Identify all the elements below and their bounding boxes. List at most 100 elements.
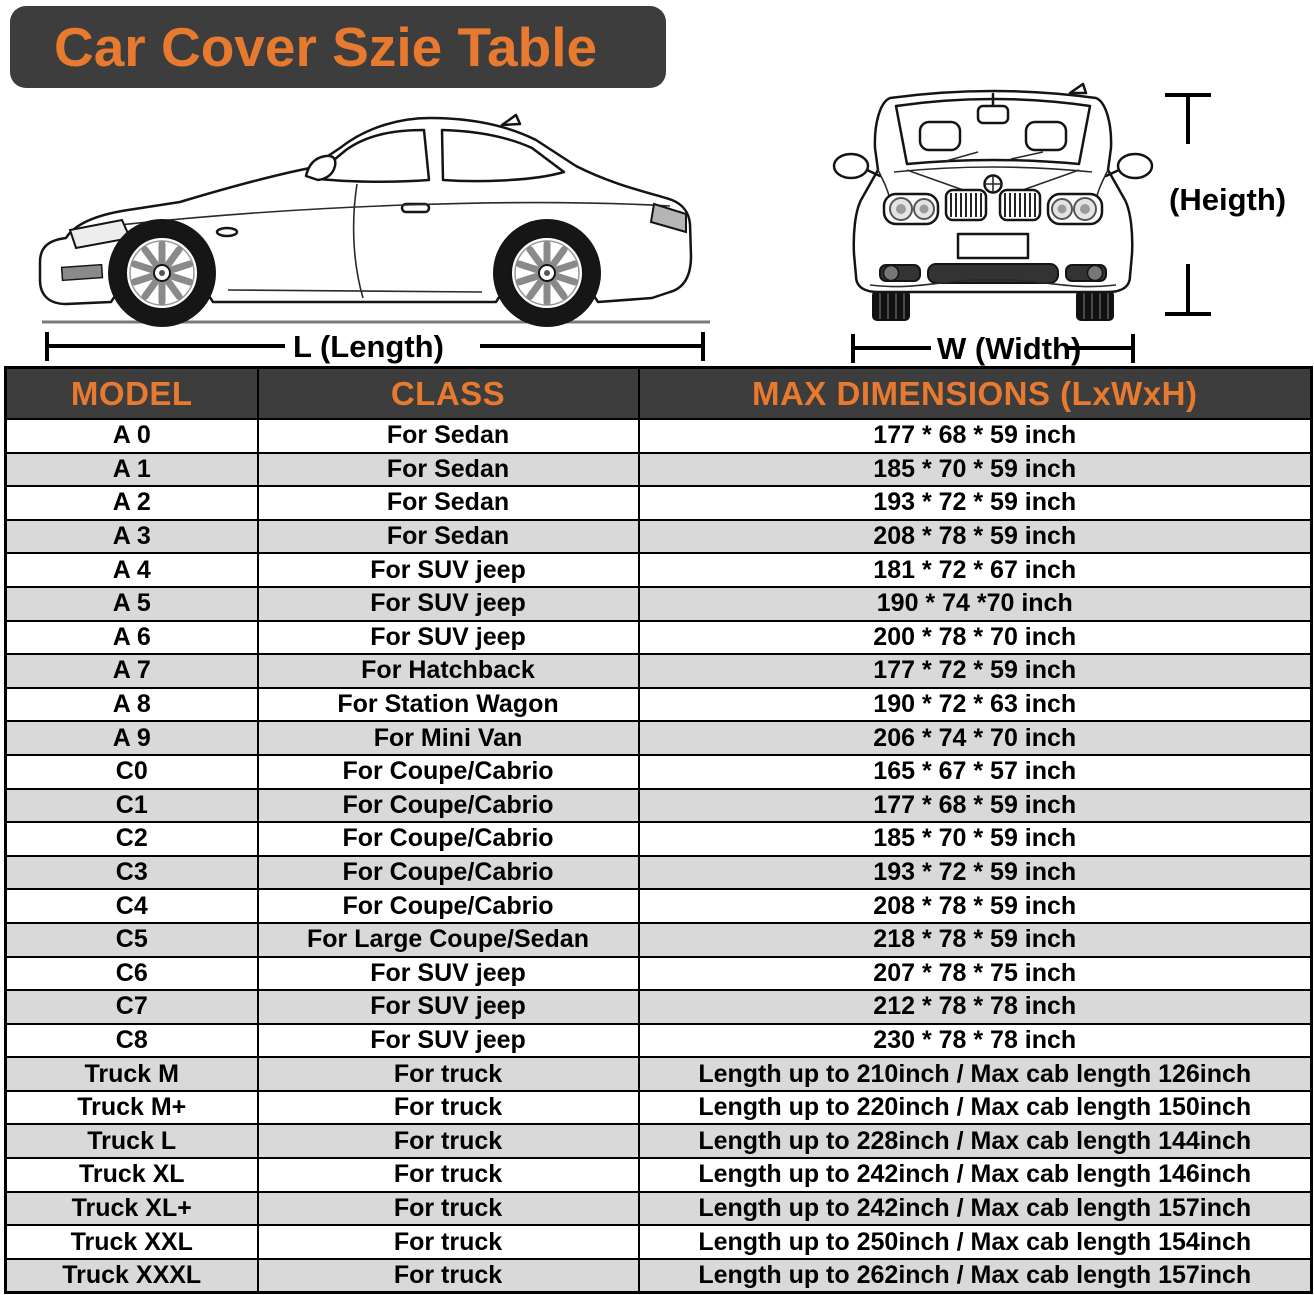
cell-model: Truck L [4,1123,259,1160]
cell-class: For truck [256,1089,640,1126]
table-row: C5 For Large Coupe/Sedan 218 * 78 * 59 inc… [4,921,1313,958]
cell-class: For Sedan [256,518,640,555]
table-row: C7 For SUV jeep 212 * 78 * 78 inch [4,989,1313,1025]
header-model: MODEL [4,366,259,420]
cell-dims: Length up to 220inch / Max cab length 15… [637,1089,1313,1126]
cell-model: A 7 [4,653,259,689]
table-row: C8 For SUV jeep 230 * 78 * 78 inch [4,1022,1313,1059]
cell-model: A 8 [4,686,259,723]
cell-class: For SUV jeep [256,619,640,656]
cell-class: For Coupe/Cabrio [256,888,640,924]
cell-class: For SUV jeep [256,955,640,992]
cell-model: A 6 [4,619,259,656]
cell-dims: 207 * 78 * 75 inch [637,955,1313,992]
car-body-front [832,82,1154,321]
table-row: Truck XXXL For truck Length up to 262inch … [4,1257,1313,1294]
height-label: (Heigth) [1169,182,1286,217]
table-row: A 4 For SUV jeep 181 * 72 * 67 inch [4,552,1313,588]
cell-dims: 208 * 78 * 59 inch [637,888,1313,924]
bumper-intake [927,263,1059,284]
table-row: A 2 For Sedan 193 * 72 * 59 inch [4,485,1313,521]
cell-dims: 190 * 72 * 63 inch [637,686,1313,723]
table-row: C6 For SUV jeep 207 * 78 * 75 inch [4,955,1313,992]
cell-model: Truck M [4,1056,259,1092]
cell-class: For Coupe/Cabrio [256,854,640,891]
cell-model: C5 [4,921,259,958]
table-row: C3 For Coupe/Cabrio 193 * 72 * 59 inch [4,854,1313,891]
cell-class: For truck [256,1056,640,1092]
cell-class: For SUV jeep [256,1022,640,1059]
cell-dims: 185 * 70 * 59 inch [637,451,1313,488]
width-label: W (Width) [937,332,1081,366]
cell-class: For Sedan [256,451,640,488]
cell-model: A 2 [4,485,259,521]
cell-dims: 185 * 70 * 59 inch [637,821,1313,857]
headlights [882,192,1104,226]
cell-dims: 177 * 68 * 59 inch [637,418,1313,454]
cell-dims: 206 * 74 * 70 inch [637,720,1313,756]
front-wheel [108,219,216,327]
cell-dims: 218 * 78 * 59 inch [637,921,1313,958]
table-row: A 0 For Sedan 177 * 68 * 59 inch [4,418,1313,454]
table-row: A 5 For SUV jeep 190 * 74 *70 inch [4,585,1313,622]
table-row: Truck L For truck Length up to 228inch / M… [4,1123,1313,1160]
header-class: CLASS [256,366,640,420]
cell-model: Truck XL [4,1157,259,1193]
license-plate [956,232,1030,260]
width-dimension: W (Width) [851,332,1135,366]
cell-class: For SUV jeep [256,585,640,622]
cell-model: A 0 [4,418,259,454]
table-row: A 9 For Mini Van 206 * 74 * 70 inch [4,720,1313,756]
cell-class: For SUV jeep [256,989,640,1025]
right-mirror [1116,152,1154,180]
taillight [649,202,687,234]
table-row: C2 For Coupe/Cabrio 185 * 70 * 59 inch [4,821,1313,857]
cell-class: For Station Wagon [256,686,640,723]
table-row: C1 For Coupe/Cabrio 177 * 68 * 59 inch [4,787,1313,824]
cell-dims: Length up to 210inch / Max cab length 12… [637,1056,1313,1092]
table-row: A 7 For Hatchback 177 * 72 * 59 inch [4,653,1313,689]
left-mirror [832,152,870,180]
cell-class: For Coupe/Cabrio [256,821,640,857]
fog-light-left [882,264,900,282]
table-row: Truck XL+ For truck Length up to 242inch /… [4,1190,1313,1227]
cell-dims: Length up to 228inch / Max cab length 14… [637,1123,1313,1160]
header-max-dimensions: MAX DIMENSIONS (LxWxH) [637,366,1313,420]
front-view-car-illustration [832,82,1154,321]
cell-dims: 212 * 78 * 78 inch [637,989,1313,1025]
cell-model: Truck M+ [4,1089,259,1126]
cell-class: For truck [256,1224,640,1260]
cell-model: A 5 [4,585,259,622]
length-dimension: L (Length) [45,330,705,364]
size-table-header: MODEL CLASS MAX DIMENSIONS (LxWxH) [4,366,1313,420]
cell-class: For SUV jeep [256,552,640,588]
table-row: A 6 For SUV jeep 200 * 78 * 70 inch [4,619,1313,656]
cell-class: For Large Coupe/Sedan [256,921,640,958]
size-table: MODEL CLASS MAX DIMENSIONS (LxWxH) A 0 Fo… [4,366,1313,1295]
size-table-body: A 0 For Sedan 177 * 68 * 59 inch A 1 For Sed… [4,418,1313,1294]
table-row: Truck XL For truck Length up to 242inch / … [4,1157,1313,1193]
cell-model: A 3 [4,518,259,555]
table-row: Truck M+ For truck Length up to 220inch / … [4,1089,1313,1126]
table-row: A 1 For Sedan 185 * 70 * 59 inch [4,451,1313,488]
rear-wheel [493,219,601,327]
cell-class: For truck [256,1257,640,1294]
cell-dims: Length up to 262inch / Max cab length 15… [637,1257,1313,1294]
table-row: Truck XXL For truck Length up to 250inch /… [4,1224,1313,1260]
cell-class: For Sedan [256,485,640,521]
title-banner: Car Cover Szie Table [10,6,666,88]
cell-dims: 177 * 72 * 59 inch [637,653,1313,689]
cell-model: Truck XXXL [4,1257,259,1294]
height-dimension: (Heigth) [1165,93,1286,316]
cell-dims: 193 * 72 * 59 inch [637,854,1313,891]
cell-class: For truck [256,1190,640,1227]
cell-model: C2 [4,821,259,857]
length-label: L (Length) [293,330,444,364]
cell-model: C1 [4,787,259,824]
cell-dims: 193 * 72 * 59 inch [637,485,1313,521]
cell-dims: 230 * 78 * 78 inch [637,1022,1313,1059]
page-title: Car Cover Szie Table [54,16,598,78]
cell-class: For Sedan [256,418,640,454]
cell-class: For Hatchback [256,653,640,689]
